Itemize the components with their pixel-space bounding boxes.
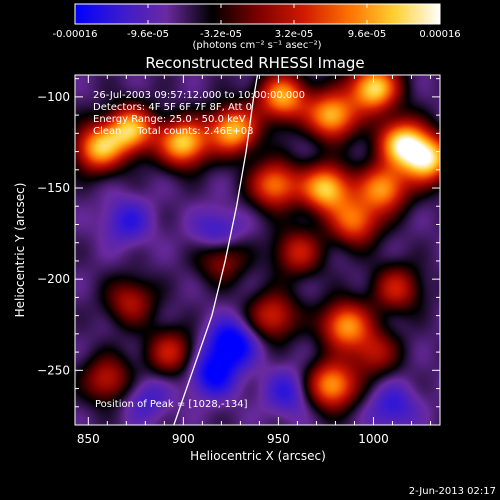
x-axis-label: Heliocentric X (arcsec) xyxy=(190,449,326,463)
colorbar-ticks: -0.00016 -9.6e-05 -3.2e-05 3.2e-05 9.6e-05 0.… xyxy=(53,4,461,40)
axis-ticks: 850 900 950 1000 −100 −150 −200 −250 xyxy=(37,75,440,446)
heatmap-image xyxy=(75,75,440,425)
plot-area: 850 900 950 1000 −100 −150 −200 −250 26-Jul-200… xyxy=(37,74,441,446)
x-tick-label: 850 xyxy=(77,432,100,446)
colorbar-tick-label: 9.6e-05 xyxy=(348,29,386,40)
colorbar-tick-label: -3.2e-05 xyxy=(200,29,242,40)
colorbar-tick-label: -0.00016 xyxy=(53,29,98,40)
annotation-detectors: Detectors: 4F 5F 6F 7F 8F, Att 0 xyxy=(93,102,252,113)
colorbar-unit-label: (photons cm⁻² s⁻¹ asec⁻²) xyxy=(192,40,321,51)
annotation-time-range: 26-Jul-2003 09:57:12.000 to 10:00:00.000 xyxy=(93,90,305,101)
annotation-block: 26-Jul-2003 09:57:12.000 to 10:00:00.000… xyxy=(93,90,305,137)
peak-position-label: Position of Peak = [1028,-134] xyxy=(95,399,248,410)
colorbar: -0.00016 -9.6e-05 -3.2e-05 3.2e-05 9.6e-05 0.… xyxy=(53,3,461,51)
colorbar-tick-label: 0.00016 xyxy=(419,29,460,40)
solar-limb-curve xyxy=(173,75,259,425)
annotation-clean-counts: Clean Total counts: 2.46E+03 xyxy=(93,126,253,137)
y-axis-label: Heliocentric Y (arcsec) xyxy=(13,183,27,318)
y-tick-label: −200 xyxy=(37,272,70,286)
colorbar-tick-label: -9.6e-05 xyxy=(127,29,169,40)
annotation-energy-range: Energy Range: 25.0 - 50.0 keV xyxy=(93,114,246,125)
date-stamp: 2-Jun-2013 02:17 xyxy=(409,486,496,497)
y-tick-label: −100 xyxy=(37,90,70,104)
y-tick-label: −150 xyxy=(37,181,70,195)
colorbar-gradient xyxy=(74,3,441,25)
chart-title: Reconstructed RHESSI Image xyxy=(145,54,364,72)
y-tick-label: −250 xyxy=(37,363,70,377)
x-tick-label: 900 xyxy=(172,432,195,446)
x-tick-label: 950 xyxy=(267,432,290,446)
x-tick-label: 1000 xyxy=(358,432,389,446)
colorbar-tick-label: 3.2e-05 xyxy=(275,29,313,40)
plot-frame xyxy=(74,74,441,426)
